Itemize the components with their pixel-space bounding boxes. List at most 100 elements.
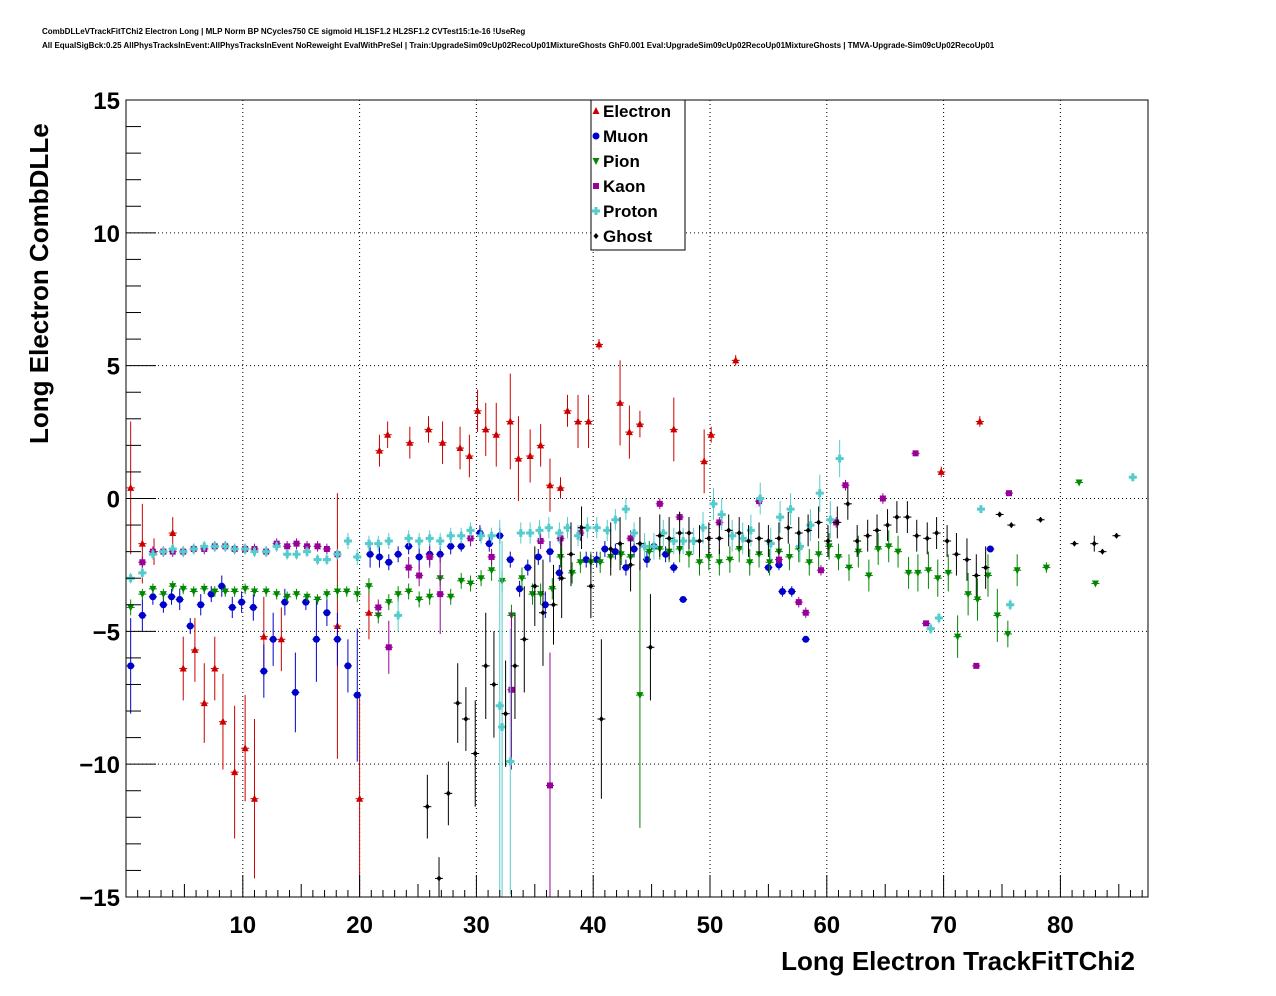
data-point — [669, 537, 678, 546]
data-point — [628, 561, 634, 568]
data-point — [1075, 479, 1083, 487]
data-point — [984, 572, 992, 580]
legend-label-proton: Proton — [603, 202, 658, 221]
data-point — [964, 591, 972, 599]
data-point — [488, 553, 495, 560]
data-point — [532, 583, 538, 590]
data-point — [582, 556, 590, 564]
data-point — [231, 588, 239, 596]
data-point — [291, 688, 299, 696]
data-point — [463, 716, 469, 723]
data-point — [159, 547, 168, 556]
data-point — [474, 406, 482, 414]
data-point — [472, 750, 478, 757]
data-point — [622, 564, 630, 572]
data-point — [596, 559, 604, 567]
data-point — [630, 545, 638, 553]
data-point — [611, 548, 619, 556]
data-point — [766, 539, 775, 548]
data-point — [495, 701, 504, 710]
data-point — [487, 531, 496, 540]
data-point — [894, 548, 902, 556]
legend-label-kaon: Kaon — [603, 177, 646, 196]
data-point — [666, 535, 672, 542]
data-point — [546, 782, 553, 789]
data-point — [333, 550, 342, 559]
data-point — [179, 547, 188, 556]
data-point — [127, 604, 135, 612]
data-point — [879, 495, 886, 502]
data-point — [221, 542, 230, 551]
data-point — [477, 531, 486, 540]
data-point — [404, 534, 413, 543]
series-muon — [126, 525, 995, 762]
data-point — [598, 716, 604, 723]
data-point — [796, 530, 802, 537]
data-point — [662, 550, 670, 558]
data-point — [506, 417, 514, 425]
data-point — [365, 583, 373, 591]
data-point — [964, 556, 970, 563]
data-point — [835, 454, 844, 463]
y-axis-title: Long Electron CombDLLe — [24, 123, 54, 444]
data-point — [406, 438, 414, 446]
data-point — [548, 585, 556, 593]
data-point — [817, 567, 824, 574]
data-point — [537, 591, 545, 599]
data-point — [323, 591, 331, 599]
data-point — [670, 425, 678, 433]
data-point — [865, 572, 873, 580]
data-point — [854, 538, 860, 545]
data-point — [556, 483, 564, 491]
data-point — [148, 550, 157, 559]
data-point — [374, 612, 382, 620]
data-point — [657, 532, 663, 539]
data-point — [1128, 473, 1137, 482]
data-point — [353, 691, 361, 699]
data-point — [190, 588, 198, 596]
data-point — [786, 505, 795, 514]
series-kaon — [138, 450, 1014, 897]
data-point — [518, 575, 526, 583]
x-tick-label: 60 — [813, 912, 840, 939]
data-point — [302, 598, 310, 606]
data-point — [806, 521, 815, 530]
data-point — [344, 662, 352, 670]
data-point — [230, 544, 239, 553]
data-point — [283, 593, 291, 601]
data-point — [186, 622, 194, 630]
data-point — [457, 542, 465, 550]
data-point — [914, 532, 920, 539]
data-point — [526, 451, 534, 459]
data-point — [262, 588, 270, 596]
data-point — [506, 556, 514, 564]
y-tick-label: 15 — [93, 88, 120, 115]
data-point — [973, 596, 981, 604]
data-point — [260, 667, 268, 675]
data-point — [1008, 522, 1014, 529]
data-point — [482, 425, 490, 433]
data-point — [374, 539, 383, 548]
data-point — [953, 551, 959, 558]
data-point — [200, 542, 209, 551]
data-point — [755, 551, 763, 559]
data-point — [1091, 580, 1099, 588]
data-point — [445, 790, 451, 797]
data-point — [924, 567, 932, 575]
data-point — [366, 550, 374, 558]
data-point — [788, 587, 796, 595]
data-point — [149, 593, 157, 601]
data-point — [312, 635, 320, 643]
data-point — [159, 601, 167, 609]
data-point — [127, 662, 135, 670]
data-point — [508, 686, 515, 693]
data-point — [503, 710, 509, 717]
data-point — [885, 522, 891, 529]
data-point — [617, 551, 625, 559]
legend: Electron Muon Pion Kaon Proton Ghost — [590, 99, 686, 251]
y-tick-label: 10 — [93, 221, 120, 248]
data-point — [934, 575, 942, 583]
data-point — [483, 662, 489, 669]
data-point — [138, 591, 146, 599]
data-point — [375, 446, 383, 454]
